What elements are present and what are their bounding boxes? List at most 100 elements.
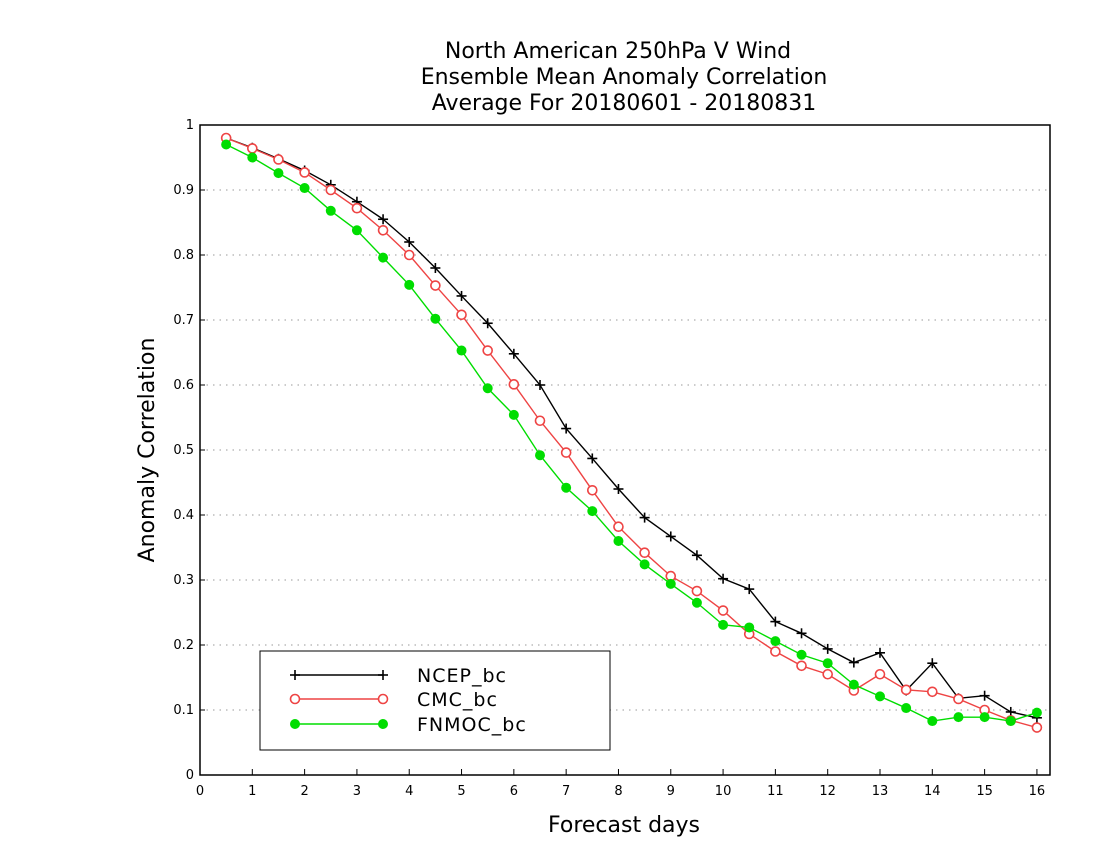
data-point-fnmoc-bc [665,578,676,589]
legend-label: CMC_bc [417,689,498,711]
series-line-ncep-bc [225,137,1038,719]
data-point-cmc-bc [377,225,389,236]
data-point-fnmoc-bc [848,679,859,690]
data-point-ncep-bc [613,484,624,494]
data-point-cmc-bc [900,684,912,696]
y-tick-label: 0.5 [173,443,194,458]
data-point-fnmoc-bc [404,279,415,290]
series-layer [220,132,1043,733]
title-line-2: Ensemble Mean Anomaly Correlation [421,65,828,90]
data-point-cmc-bc [770,646,781,657]
y-tick-label: 1 [186,118,194,133]
data-point-cmc-bc [691,585,703,597]
legend-marker [378,670,388,680]
data-point-ncep-bc [691,550,702,561]
data-point-fnmoc-bc [979,712,990,723]
data-point-ncep-bc [404,237,415,247]
data-point-cmc-bc [351,202,363,214]
data-point-ncep-bc [770,616,781,627]
data-point-cmc-bc [587,484,598,496]
data-point-cmc-bc [822,668,833,680]
y-tick-label: 0.3 [173,573,194,588]
data-point-ncep-bc [927,658,938,669]
data-point-fnmoc-bc [456,345,467,356]
data-point-fnmoc-bc [351,225,362,236]
y-axis-label: Anomaly Correlation [135,338,160,563]
data-point-ncep-bc [535,380,545,390]
x-tick-label: 0 [196,784,204,799]
data-point-ncep-bc [848,657,859,668]
data-point-fnmoc-bc [691,597,702,608]
y-tick-label: 0.8 [173,248,194,263]
data-point-fnmoc-bc [639,559,650,570]
data-point-cmc-bc [874,668,886,680]
x-tick-label: 3 [353,784,361,799]
data-point-ncep-bc [456,290,467,301]
legend-label: FNMOC_bc [417,714,527,736]
data-point-cmc-bc [247,143,258,154]
y-tick-label: 0.6 [173,378,194,393]
data-point-ncep-bc [718,573,729,584]
series-cmc-bc [220,132,1043,733]
y-tick-label: 0.7 [173,313,194,328]
data-point-ncep-bc [744,584,755,595]
data-point-fnmoc-bc [430,313,441,324]
x-tick-label: 9 [667,784,675,799]
data-point-ncep-bc [639,512,650,523]
data-point-ncep-bc [508,348,519,359]
data-point-cmc-bc [717,605,729,616]
chart-title: North American 250hPa V Wind Ensemble Me… [421,39,828,116]
data-point-fnmoc-bc [378,252,389,263]
data-point-ncep-bc [796,628,807,639]
x-tick-label: 16 [1029,784,1046,799]
data-point-cmc-bc [273,154,284,165]
legend-box [259,650,611,751]
data-point-cmc-bc [613,521,624,533]
x-tick-label: 1 [248,784,256,799]
data-point-fnmoc-bc [770,636,781,647]
y-tick-label: 0.9 [173,183,194,198]
x-tick-label: 8 [614,784,622,799]
series-line-fnmoc-bc [225,143,1038,722]
data-point-fnmoc-bc [299,183,310,194]
x-tick-label: 7 [562,784,570,799]
data-point-fnmoc-bc [1031,707,1042,718]
data-point-cmc-bc [299,167,310,178]
grid [200,189,1050,711]
x-axis: 0 1 2 3 4 5 6 7 8 9 10 11 12 13 14 15 16 [196,769,1045,799]
data-point-ncep-bc [561,423,572,434]
y-tick-label: 0.1 [173,703,194,718]
legend-label: NCEP_bc [417,665,507,687]
legend-marker [289,693,301,705]
data-point-fnmoc-bc [744,622,755,633]
data-point-fnmoc-bc [1005,716,1016,727]
series-line-cmc-bc [225,137,1038,729]
legend-marker [378,719,388,729]
data-point-fnmoc-bc [273,168,284,179]
series-fnmoc-bc [221,139,1042,727]
data-point-fnmoc-bc [221,139,232,150]
data-point-ncep-bc [482,318,493,329]
data-point-ncep-bc [822,643,833,654]
data-point-fnmoc-bc [587,506,598,517]
data-point-fnmoc-bc [718,619,729,630]
data-point-cmc-bc [430,280,441,291]
legend-marker [377,693,389,705]
data-point-cmc-bc [456,309,467,321]
x-tick-label: 15 [976,784,993,799]
x-axis-label: Forecast days [548,813,700,838]
x-tick-label: 6 [510,784,518,799]
y-axis: 0 0.1 0.2 0.3 0.4 0.5 0.6 0.7 0.8 0.9 1 [173,118,205,783]
x-tick-label: 10 [715,784,732,799]
title-line-1: North American 250hPa V Wind [445,39,791,64]
data-point-fnmoc-bc [535,450,545,461]
data-point-ncep-bc [378,214,389,225]
title-line-3: Average For 20180601 - 20180831 [432,91,817,116]
x-tick-label: 14 [924,784,941,799]
data-point-cmc-bc [482,345,493,356]
legend-marker [290,670,300,680]
data-point-fnmoc-bc [822,658,833,669]
data-point-cmc-bc [796,660,807,672]
data-point-fnmoc-bc [927,716,938,727]
